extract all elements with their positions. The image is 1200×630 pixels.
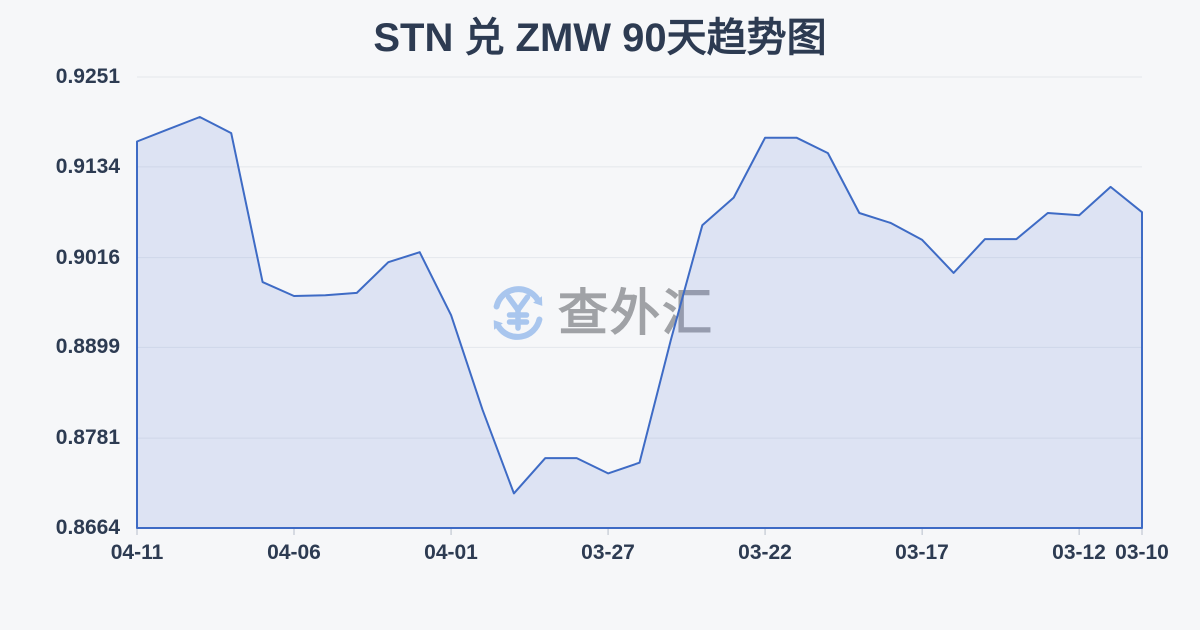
x-axis-label: 03-17 (895, 541, 949, 564)
chart-title: STN 兑 ZMW 90天趋势图 (373, 16, 827, 60)
y-axis-label: 0.8664 (55, 516, 120, 539)
x-axis-label: 03-27 (581, 541, 635, 564)
y-axis-label: 0.9016 (55, 246, 120, 269)
y-axis-label: 0.9251 (55, 65, 120, 88)
x-axis-label: 04-01 (424, 541, 478, 564)
watermark-text: 查外汇 (558, 285, 714, 341)
x-axis-label: 04-11 (110, 541, 164, 564)
x-axis-label: 03-22 (738, 541, 792, 564)
currency-exchange-icon (493, 286, 543, 340)
y-axis-label: 0.9134 (55, 155, 120, 178)
y-axis-label: 0.8899 (55, 335, 120, 358)
trend-area (136, 116, 1143, 529)
x-axis-label: 04-06 (267, 541, 321, 564)
watermark: 查外汇 (486, 281, 714, 345)
x-axis-label: 03-10 (1115, 541, 1169, 564)
x-axis-label: 03-12 (1052, 541, 1106, 564)
yuan-symbol (505, 294, 531, 331)
y-axis-label: 0.8781 (55, 426, 120, 449)
